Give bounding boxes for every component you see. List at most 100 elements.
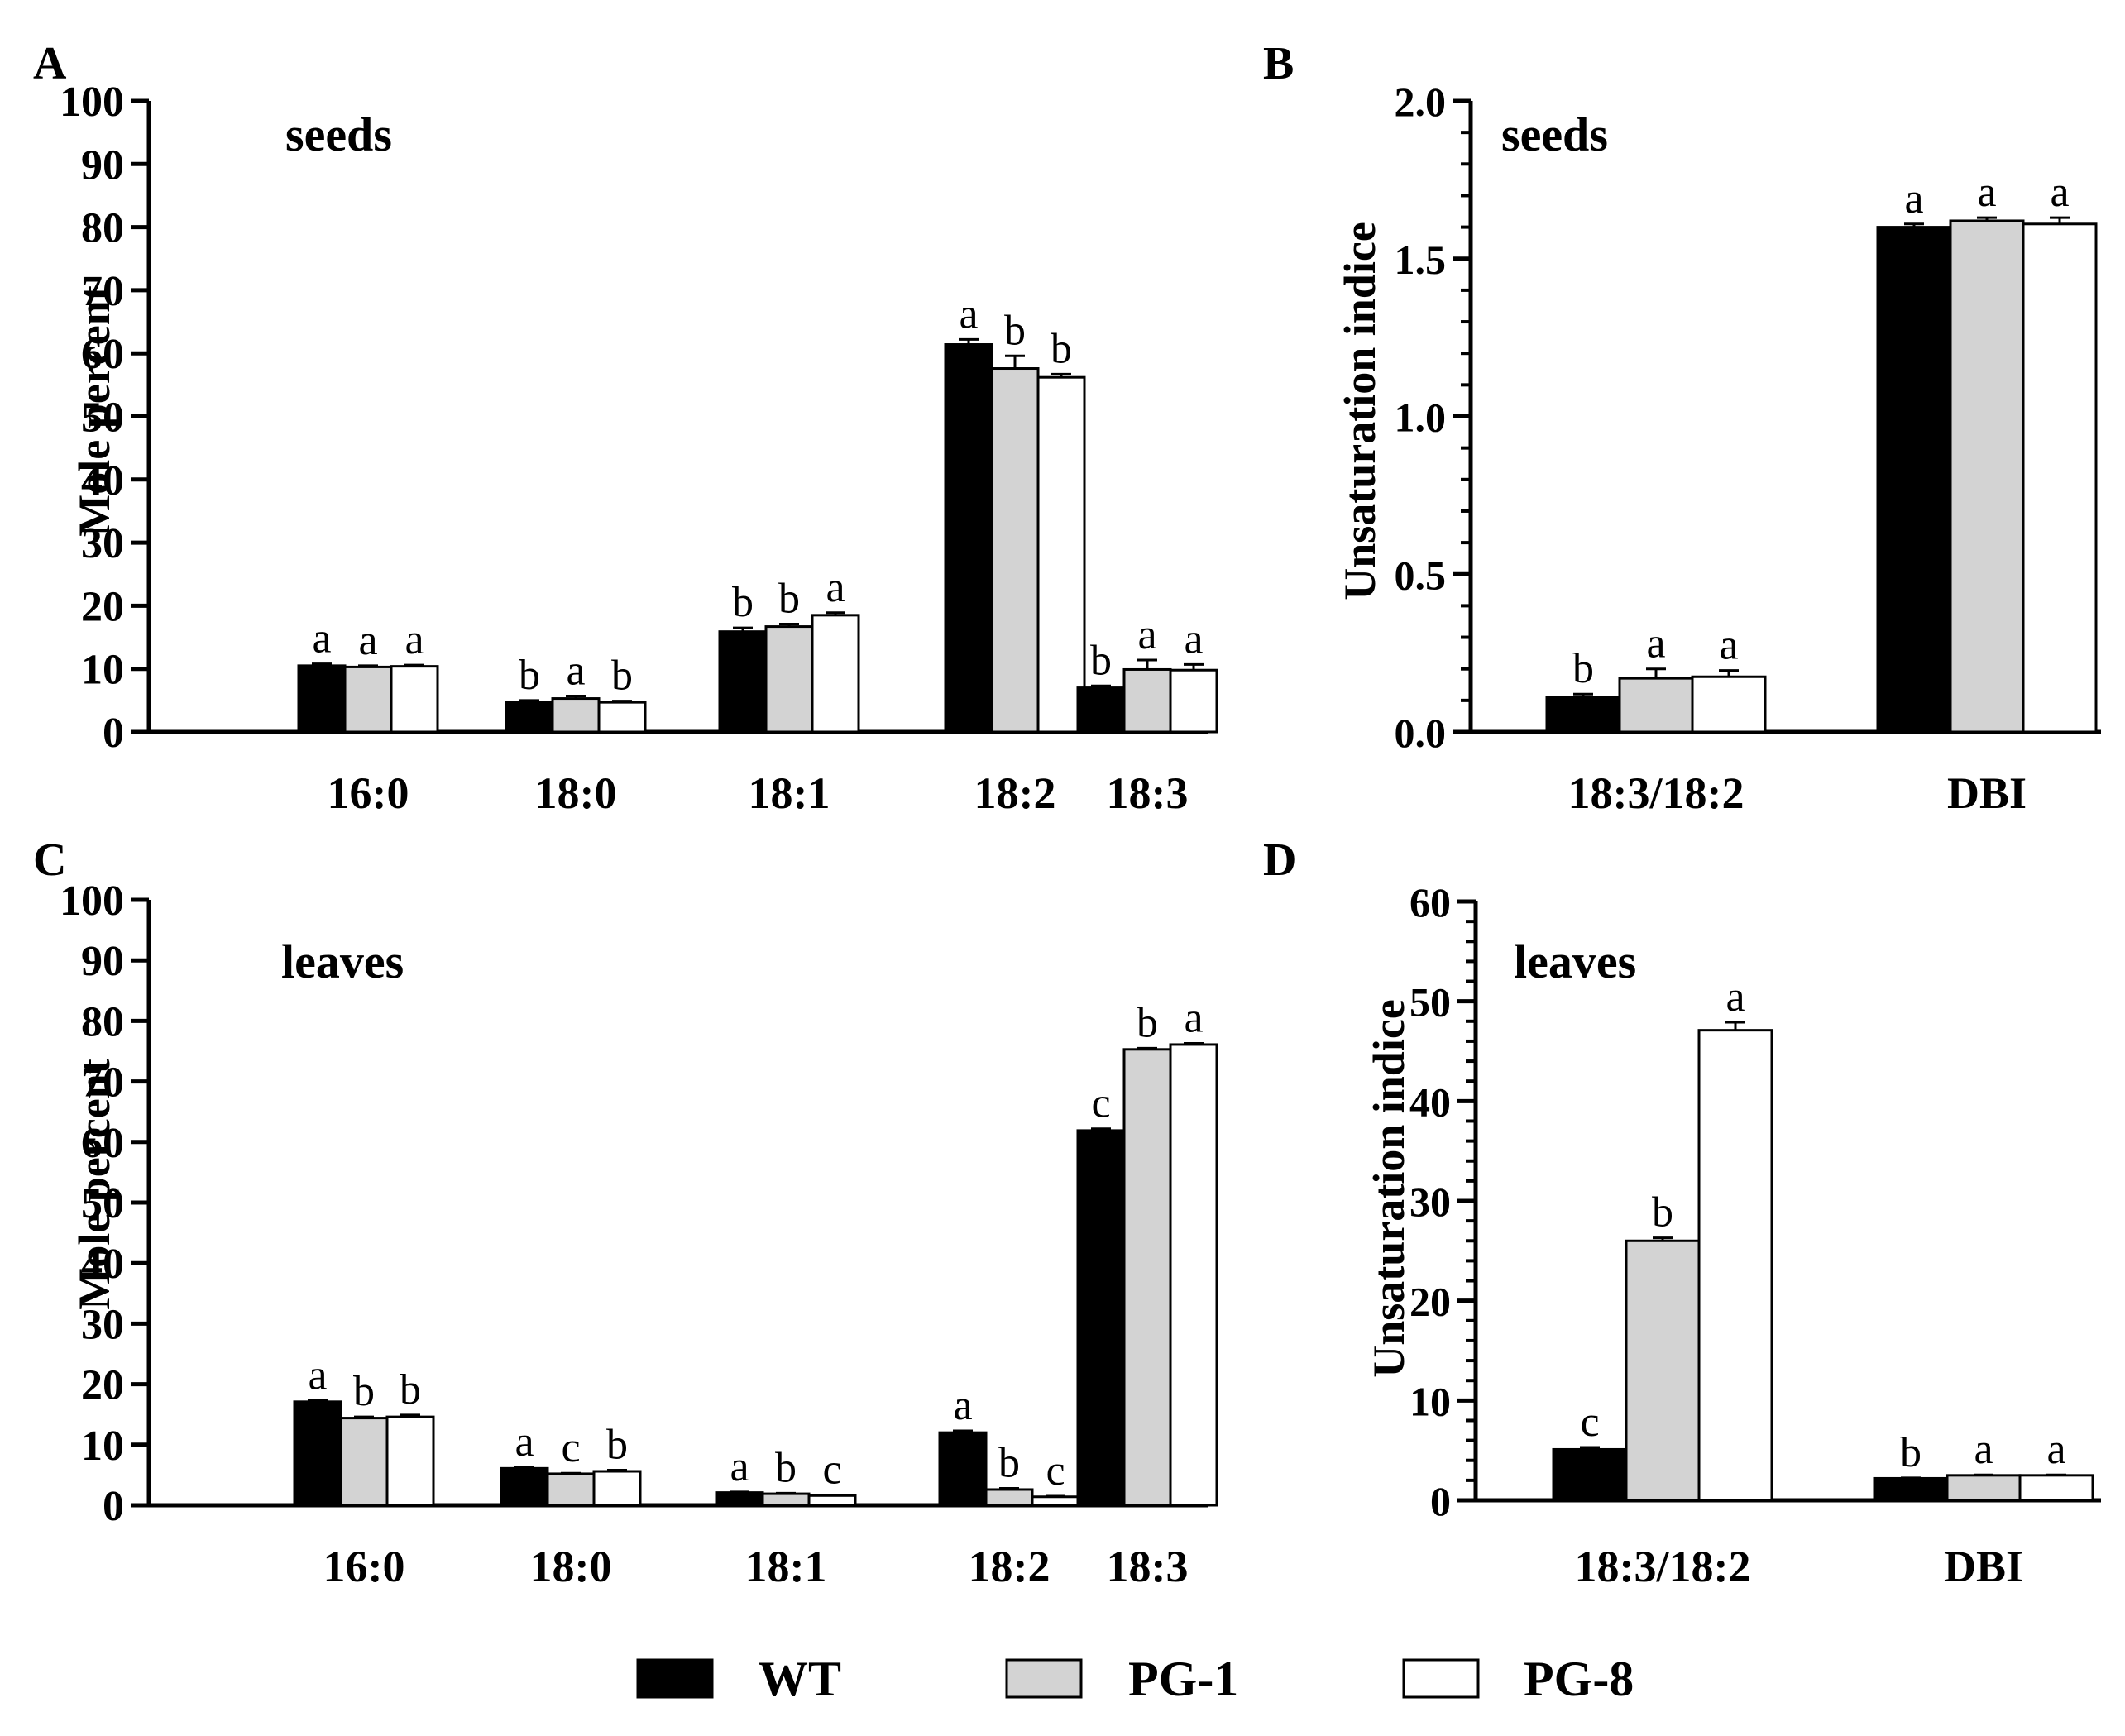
- bar-pg-8-18-0: [597, 701, 647, 734]
- bar-pg-8-18-1: [811, 614, 860, 734]
- significance-letter: b: [519, 652, 540, 699]
- significance-letter: b: [1090, 637, 1112, 684]
- y-tick-label: 70: [81, 1059, 124, 1107]
- significance-letter: a: [1646, 620, 1665, 667]
- y-tick-label: 20: [81, 1362, 124, 1409]
- bar-pg-8-18-0: [592, 1470, 642, 1507]
- legend-item-pg-1: PG-1: [1005, 1652, 1238, 1706]
- panel-b-letter: B: [1263, 38, 1294, 89]
- bar-wt-18-2: [938, 1431, 988, 1507]
- bar-wt-18-0: [500, 1466, 549, 1507]
- significance-letter: c: [1091, 1080, 1110, 1127]
- bar-pg-8-16-0: [385, 1415, 435, 1507]
- bar-pg-1-18-3: [1122, 667, 1172, 734]
- significance-letter: a: [1904, 175, 1923, 222]
- bar-wt-dbi: [1873, 1476, 1949, 1502]
- x-tick-label: 18:3/18:2: [1575, 1542, 1751, 1591]
- x-tick-label: DBI: [1947, 768, 2027, 818]
- y-tick-label: 0.0: [1395, 710, 1447, 756]
- significance-letter: b: [1652, 1189, 1673, 1236]
- bar-pg-1-18-3: [1122, 1048, 1172, 1507]
- x-tick-label: 16:0: [328, 768, 409, 818]
- bar-wt-18-3: [1076, 686, 1126, 734]
- legend-label-pg-8: PG-8: [1524, 1652, 1634, 1706]
- significance-letter: c: [1046, 1447, 1065, 1494]
- legend-item-wt: WT: [636, 1652, 841, 1706]
- panel-b: B seeds Unsaturation indice 0.0 0.5 1.0 1.5…: [1263, 38, 2101, 818]
- significance-letter: c: [561, 1424, 580, 1471]
- significance-letter: a: [953, 1382, 972, 1429]
- significance-letter: a: [514, 1418, 534, 1466]
- legend-label-wt: WT: [759, 1652, 841, 1706]
- y-tick-label: 1.0: [1395, 395, 1447, 441]
- significance-letter: a: [1977, 169, 1996, 216]
- y-tick-label: 40: [81, 1241, 124, 1288]
- bar-wt-18-3-18-2: [1545, 696, 1621, 734]
- x-tick-label: 16:0: [323, 1542, 405, 1591]
- x-tick-label: 18:1: [745, 1542, 827, 1591]
- significance-letter: b: [353, 1368, 375, 1415]
- bar-pg-8-18-2: [1036, 375, 1086, 734]
- panel-c-ylabel: Mole percent: [69, 1059, 119, 1309]
- y-tick-label: 50: [1409, 979, 1451, 1026]
- bar-pg-1-18-1: [761, 1492, 811, 1507]
- significance-letter: c: [822, 1447, 841, 1494]
- significance-letter: a: [1137, 611, 1156, 658]
- panel-a-ylabel: Mole percent: [69, 285, 119, 536]
- bar-wt-18-2: [944, 343, 993, 734]
- y-tick-label: 100: [60, 79, 124, 126]
- y-tick-label: 60: [81, 331, 124, 378]
- bar-pg-8-18-3-18-2: [1691, 675, 1767, 734]
- panel-b-plot: 0.0 0.5 1.0 1.5 2.0 b a a 18:3/18:2 a a a DBI: [1395, 79, 2101, 818]
- panel-d-ylabel: Unsaturation indice: [1364, 999, 1414, 1378]
- y-tick-label: 70: [81, 268, 124, 315]
- bar-pg-1-16-0: [343, 665, 393, 734]
- significance-letter: b: [1137, 999, 1158, 1046]
- bar-pg-1-dbi: [1946, 1474, 2022, 1502]
- bar-pg-1-18-0: [551, 697, 601, 734]
- x-tick-label: 18:2: [974, 768, 1056, 818]
- y-tick-label: 10: [1409, 1378, 1451, 1424]
- y-tick-label: 0: [103, 1483, 124, 1530]
- bar-pg-1-18-3-18-2: [1625, 1239, 1701, 1502]
- bar-wt-18-3-18-2: [1552, 1447, 1628, 1502]
- bar-pg-8-18-3-18-2: [1697, 1029, 1773, 1502]
- bar-pg-1-18-0: [546, 1472, 596, 1507]
- panel-c-letter: C: [33, 835, 66, 886]
- significance-letter: b: [611, 653, 633, 700]
- bar-pg-1-18-1: [764, 625, 814, 734]
- bar-pg-1-18-3-18-2: [1618, 677, 1694, 734]
- y-tick-label: 0: [103, 710, 124, 757]
- bar-pg-8-16-0: [390, 665, 439, 734]
- bar-pg-1-16-0: [339, 1417, 389, 1507]
- y-tick-label: 0.5: [1395, 552, 1447, 598]
- significance-letter: a: [312, 615, 331, 662]
- bar-pg-1-dbi: [1949, 219, 2025, 734]
- y-tick-label: 10: [81, 647, 124, 694]
- significance-letter: c: [1580, 1399, 1599, 1446]
- y-tick-label: 20: [81, 583, 124, 630]
- significance-letter: a: [1719, 622, 1738, 669]
- y-tick-label: 80: [81, 205, 124, 252]
- y-tick-label: 20: [1409, 1279, 1451, 1325]
- y-tick-label: 30: [81, 520, 124, 567]
- panel-c: C leaves Mole percent 0 10 20 30 40 50 60 70 80 9…: [33, 835, 1218, 1591]
- significance-letter: b: [778, 576, 800, 623]
- y-tick-label: 50: [81, 395, 124, 442]
- significance-letter: b: [606, 1422, 628, 1469]
- significance-letter: b: [1572, 645, 1594, 692]
- bar-pg-8-dbi: [2018, 1474, 2094, 1502]
- bar-pg-8-18-3: [1169, 1043, 1218, 1507]
- x-tick-label: 18:3: [1107, 768, 1189, 818]
- significance-letter: a: [566, 648, 585, 695]
- significance-letter: a: [1184, 615, 1203, 662]
- panel-c-title: leaves: [281, 935, 404, 988]
- significance-letter: a: [1184, 994, 1203, 1041]
- bar-wt-16-0: [293, 1400, 342, 1507]
- y-tick-label: 80: [81, 998, 124, 1045]
- panel-b-title: seeds: [1501, 108, 1608, 161]
- panel-d-plot: 0 10 20 30 40 50 60 c b a 18:3/18:2 b a a DBI: [1409, 879, 2101, 1591]
- x-tick-label: 18:0: [535, 768, 617, 818]
- significance-letter: b: [1900, 1429, 1922, 1476]
